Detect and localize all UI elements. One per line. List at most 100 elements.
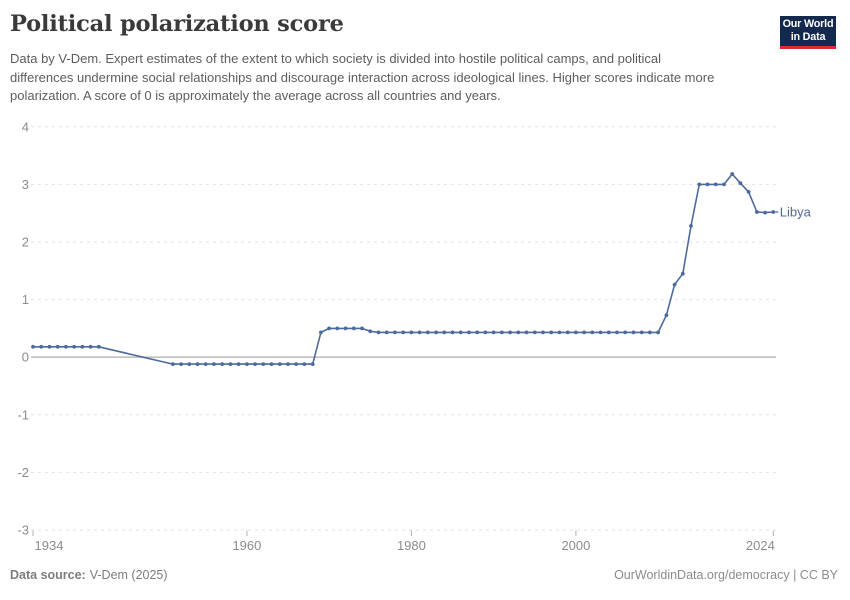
chart-title: Political polarization score [10,11,344,37]
data-point[interactable] [623,330,628,335]
data-point[interactable] [549,330,554,335]
data-point[interactable] [351,326,356,331]
data-point[interactable] [253,362,257,366]
data-point[interactable] [516,330,521,335]
data-point[interactable] [508,330,512,335]
data-point[interactable] [491,330,496,335]
data-point[interactable] [763,210,767,215]
data-point[interactable] [360,326,364,331]
data-point[interactable] [212,362,216,366]
data-point[interactable] [245,362,249,366]
data-point[interactable] [541,330,545,335]
data-point[interactable] [425,330,430,335]
series-line-libya[interactable] [32,173,775,365]
series-entity-label[interactable]: Libya [780,205,812,220]
data-point[interactable] [648,330,652,335]
data-point[interactable] [170,362,175,366]
data-point[interactable] [96,344,101,349]
data-point[interactable] [689,224,693,228]
data-point[interactable] [746,190,751,194]
data-point[interactable] [615,330,619,335]
data-point[interactable] [755,210,759,214]
x-axis-label: 1960 [232,538,261,553]
data-point[interactable] [434,330,438,335]
data-point[interactable] [310,362,315,366]
data-point[interactable] [220,362,225,366]
data-point[interactable] [286,362,290,366]
data-point[interactable] [368,329,373,334]
data-point[interactable] [598,330,603,335]
data-point[interactable] [39,344,44,349]
data-point[interactable] [335,326,340,331]
data-point[interactable] [738,181,743,186]
data-point[interactable] [409,330,414,335]
data-point[interactable] [565,330,570,335]
data-source-label: Data source: [10,568,86,582]
data-point[interactable] [417,330,422,335]
data-point[interactable] [705,182,710,187]
data-point[interactable] [376,330,381,335]
data-point[interactable] [500,330,504,335]
data-point[interactable] [532,330,537,335]
data-point[interactable] [277,362,282,366]
data-source: Data source: V-Dem (2025) [10,568,168,582]
data-point[interactable] [475,330,480,335]
data-point[interactable] [343,326,348,331]
data-point[interactable] [327,326,331,331]
data-point[interactable] [195,362,200,366]
data-point[interactable] [88,344,93,349]
data-point[interactable] [269,362,274,366]
data-point[interactable] [203,362,208,366]
data-point[interactable] [713,182,718,187]
license-link[interactable]: OurWorldinData.org/democracy | CC BY [614,568,838,582]
data-point[interactable] [55,344,60,349]
y-axis-label: -3 [17,523,29,538]
data-point[interactable] [656,330,660,335]
data-point[interactable] [442,330,447,335]
data-point[interactable] [730,172,735,176]
data-point[interactable] [574,330,578,335]
data-point[interactable] [31,344,35,349]
data-point[interactable] [722,182,726,187]
data-point[interactable] [672,282,677,287]
data-point[interactable] [80,344,85,349]
data-point[interactable] [393,330,397,335]
data-point[interactable] [187,362,192,366]
data-point[interactable] [236,362,241,366]
data-point[interactable] [771,210,776,214]
data-point[interactable] [582,330,586,335]
data-point[interactable] [72,344,76,349]
data-point[interactable] [680,271,685,276]
y-axis-label: 3 [22,177,29,192]
data-point[interactable] [467,330,471,335]
data-point[interactable] [458,330,463,335]
y-axis-label: -2 [17,465,29,480]
chart-subtitle: Data by V-Dem. Expert estimates of the e… [10,51,715,103]
data-point[interactable] [401,330,406,335]
y-axis-label: 0 [22,350,29,365]
data-point[interactable] [261,362,266,366]
data-point[interactable] [606,330,611,335]
data-point[interactable] [64,344,68,349]
data-point[interactable] [179,362,184,366]
data-point[interactable] [697,182,702,187]
data-point[interactable] [302,362,307,366]
data-point[interactable] [631,330,636,335]
data-point[interactable] [384,330,389,335]
data-point[interactable] [228,362,233,366]
data-point[interactable] [47,344,52,349]
data-point[interactable] [557,330,562,335]
data-point[interactable] [639,330,644,335]
owid-logo[interactable]: Our World in Data [780,16,836,49]
data-point[interactable] [294,362,299,366]
data-point[interactable] [450,330,455,335]
data-point[interactable] [524,330,529,335]
owid-logo-line1: Our World [782,18,834,30]
data-point[interactable] [664,313,669,318]
data-point[interactable] [590,330,595,335]
data-point[interactable] [319,330,323,335]
data-point[interactable] [483,330,488,335]
x-axis-label: 2024 [746,538,775,553]
